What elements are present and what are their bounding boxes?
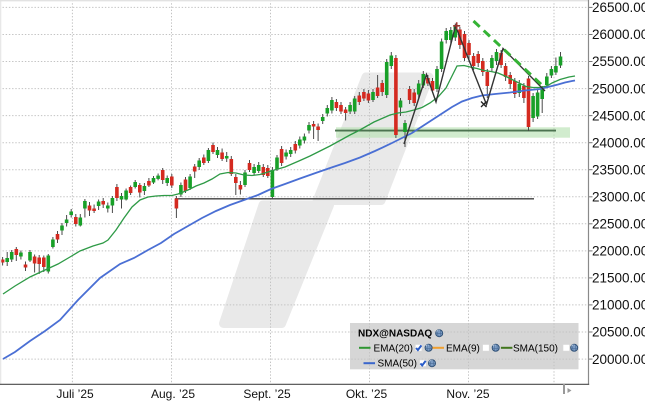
svg-text:Okt. ’25: Okt. ’25 (346, 387, 388, 401)
svg-text:22500.00: 22500.00 (592, 217, 645, 232)
svg-text:SMA(50): SMA(50) (378, 359, 417, 370)
svg-text:21000.00: 21000.00 (592, 298, 645, 313)
svg-text:20000.00: 20000.00 (592, 352, 645, 367)
svg-text:Aug. ’25: Aug. ’25 (151, 387, 195, 401)
svg-text:24500.00: 24500.00 (592, 108, 645, 123)
svg-text:25500.00: 25500.00 (592, 54, 645, 69)
svg-text:EMA(9): EMA(9) (446, 343, 480, 354)
svg-text:EMA(20): EMA(20) (374, 343, 413, 354)
svg-text:NDX@NASDAQ: NDX@NASDAQ (358, 328, 432, 339)
svg-text:SMA(150): SMA(150) (513, 343, 558, 354)
svg-text:21500.00: 21500.00 (592, 271, 645, 286)
svg-text:22000.00: 22000.00 (592, 244, 645, 259)
svg-text:Nov. ’25: Nov. ’25 (446, 387, 489, 401)
svg-text:Sept. ’25: Sept. ’25 (243, 387, 291, 401)
svg-text:26000.00: 26000.00 (592, 27, 645, 42)
svg-text:Juli ’25: Juli ’25 (56, 387, 94, 401)
svg-text:24000.00: 24000.00 (592, 135, 645, 150)
svg-text:23000.00: 23000.00 (592, 189, 645, 204)
svg-text:26500.00: 26500.00 (592, 0, 645, 15)
svg-text:20500.00: 20500.00 (592, 325, 645, 340)
svg-text:23500.00: 23500.00 (592, 162, 645, 177)
svg-text:25000.00: 25000.00 (592, 81, 645, 96)
